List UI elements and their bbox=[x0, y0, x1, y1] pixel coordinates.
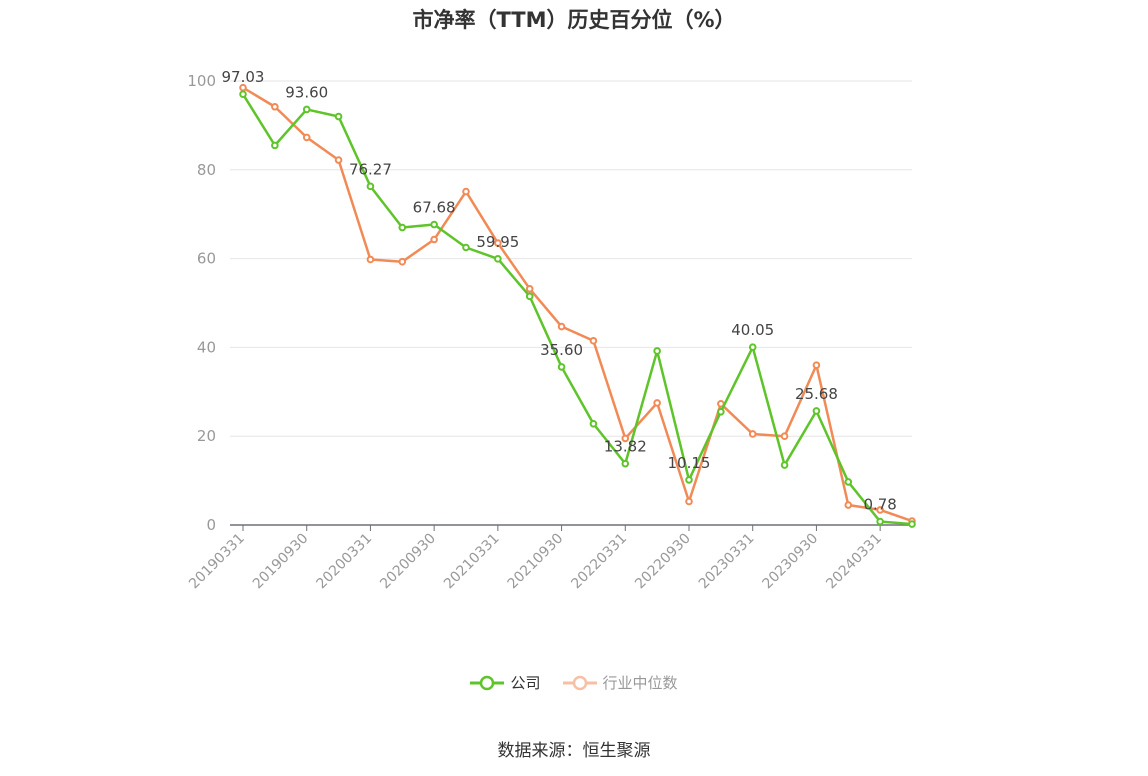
y-tick-label: 0 bbox=[206, 516, 216, 534]
company-point bbox=[494, 255, 502, 263]
industry-point bbox=[462, 187, 470, 196]
company-point bbox=[589, 419, 598, 428]
data-label: 35.60 bbox=[540, 341, 583, 359]
x-tick-label: 20200930 bbox=[377, 531, 439, 593]
company-point bbox=[812, 407, 821, 415]
industry-point bbox=[430, 235, 438, 244]
industry-point bbox=[302, 133, 311, 142]
data-label: 67.68 bbox=[413, 199, 456, 217]
y-tick-label: 100 bbox=[187, 72, 216, 90]
industry-point bbox=[494, 239, 502, 247]
x-tick-label: 20240331 bbox=[823, 531, 885, 593]
industry-point bbox=[589, 336, 598, 345]
industry-point bbox=[557, 322, 566, 331]
industry-point bbox=[366, 255, 375, 264]
industry-point bbox=[780, 432, 789, 441]
y-tick-label: 40 bbox=[197, 338, 216, 356]
x-tick-label: 20210331 bbox=[441, 531, 503, 593]
chart-title: 市净率（TTM）历史百分位（%） bbox=[412, 8, 736, 32]
data-label: 97.03 bbox=[222, 68, 265, 86]
y-tick-label: 60 bbox=[197, 250, 216, 268]
legend-item-company[interactable]: 公司 bbox=[470, 672, 541, 693]
legend-label-industry: 行业中位数 bbox=[602, 674, 678, 692]
company-point bbox=[239, 90, 247, 98]
company-point bbox=[525, 292, 534, 301]
x-tick-label: 20190930 bbox=[250, 531, 312, 593]
company-point bbox=[271, 141, 279, 150]
industry-point bbox=[748, 430, 757, 438]
legend-item-industry[interactable]: 行业中位数 bbox=[562, 672, 678, 693]
data-label: 59.95 bbox=[476, 233, 519, 251]
x-tick-label: 20220930 bbox=[632, 531, 694, 593]
industry-point bbox=[621, 434, 630, 443]
data-label: 40.05 bbox=[731, 321, 774, 339]
data-label: 76.27 bbox=[349, 160, 392, 178]
company-line bbox=[241, 93, 913, 526]
company-point bbox=[653, 347, 661, 355]
data-source: 数据来源：恒生聚源 bbox=[497, 741, 651, 761]
company-point bbox=[844, 478, 853, 486]
x-tick-label: 20220331 bbox=[568, 531, 630, 593]
company-point bbox=[621, 459, 630, 468]
company-point bbox=[334, 112, 343, 121]
legend: 公司 行业中位数 bbox=[0, 672, 1148, 693]
company-point bbox=[908, 520, 916, 528]
x-tick-label: 20230930 bbox=[760, 531, 822, 593]
company-point bbox=[398, 223, 407, 232]
industry-point bbox=[685, 497, 693, 506]
data-label: 10.15 bbox=[668, 454, 711, 472]
company-point bbox=[717, 407, 725, 416]
x-tick-label: 20200331 bbox=[314, 531, 376, 593]
data-label: 0.78 bbox=[863, 496, 896, 514]
company-point bbox=[685, 476, 693, 484]
industry-line bbox=[242, 86, 913, 523]
industry-point bbox=[653, 399, 661, 407]
company-point bbox=[780, 461, 789, 469]
company-point bbox=[876, 517, 884, 526]
industry-point bbox=[398, 257, 407, 266]
industry-point bbox=[525, 284, 534, 293]
y-tick-label: 80 bbox=[197, 161, 216, 179]
x-tick-label: 20190331 bbox=[186, 531, 248, 593]
industry-point bbox=[876, 506, 884, 514]
company-legend-icon bbox=[470, 675, 505, 690]
company-point bbox=[430, 220, 438, 229]
x-tick-label: 20210930 bbox=[505, 531, 567, 593]
industry-legend-icon bbox=[562, 675, 597, 690]
industry-point bbox=[844, 501, 853, 509]
company-point bbox=[462, 243, 470, 252]
data-label: 13.82 bbox=[604, 438, 647, 456]
company-point bbox=[302, 105, 311, 114]
industry-point bbox=[271, 102, 279, 111]
company-point bbox=[557, 363, 566, 371]
company-point bbox=[748, 343, 757, 351]
industry-point bbox=[812, 361, 821, 369]
company-point bbox=[366, 182, 375, 191]
data-label: 25.68 bbox=[795, 385, 838, 403]
industry-point bbox=[334, 156, 343, 164]
data-label: 93.60 bbox=[285, 83, 328, 101]
y-tick-label: 20 bbox=[197, 427, 216, 445]
x-tick-label: 20230331 bbox=[696, 531, 758, 593]
legend-label-company: 公司 bbox=[510, 674, 541, 692]
